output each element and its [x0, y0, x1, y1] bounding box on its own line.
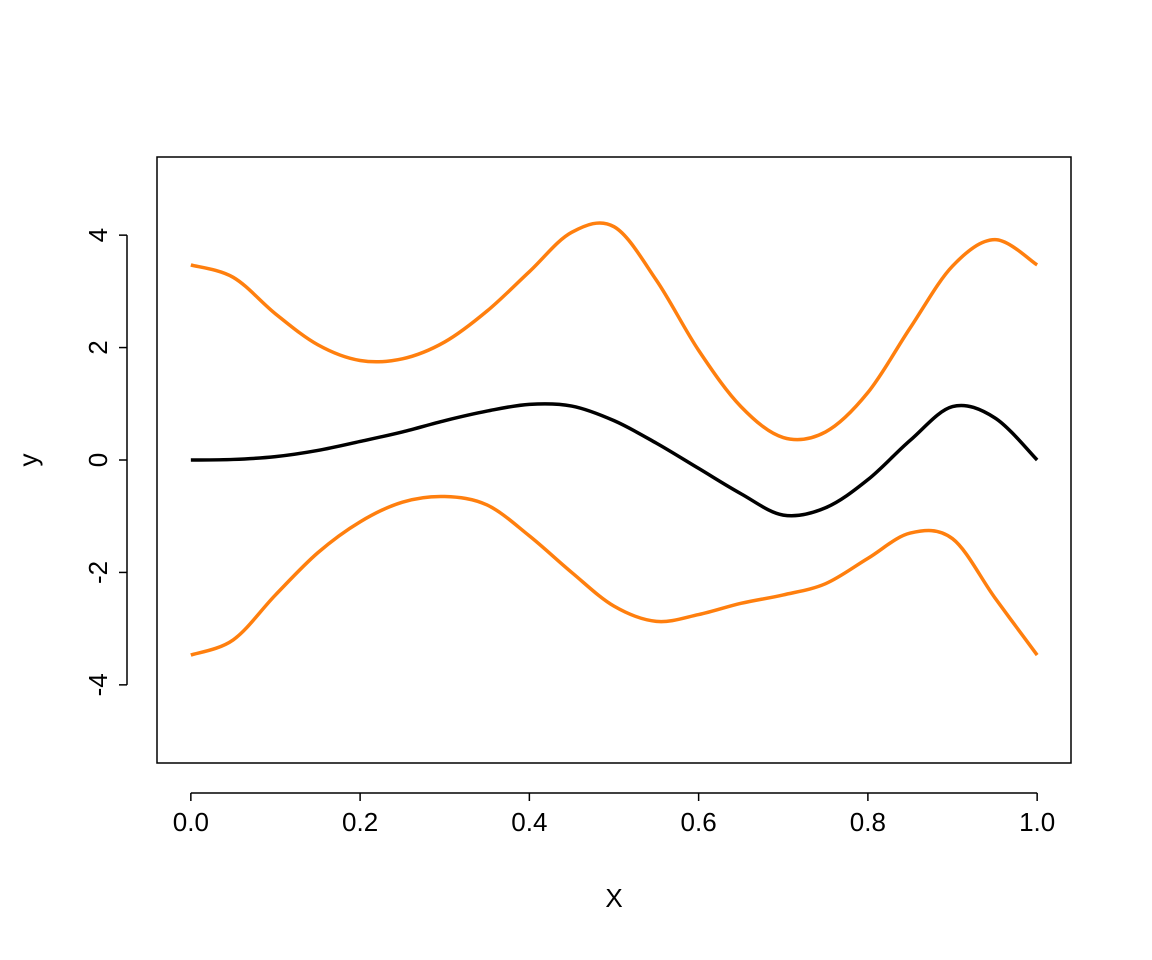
y-tick-label: 0	[83, 453, 113, 467]
x-tick-label: 0.6	[681, 807, 717, 837]
x-tick-label: 0.2	[342, 807, 378, 837]
y-tick-label: 2	[83, 340, 113, 354]
x-tick-label: 0.8	[850, 807, 886, 837]
series-line	[190, 402, 1039, 518]
y-tick-label: 4	[83, 228, 113, 242]
series-line	[190, 494, 1039, 657]
y-tick-label: -2	[83, 561, 113, 584]
x-tick-label: 0.4	[511, 807, 547, 837]
y-axis-label: y	[13, 454, 43, 467]
plot-box	[156, 156, 1072, 764]
x-tick-label: 0.0	[173, 807, 209, 837]
x-axis-label: X	[605, 883, 622, 913]
y-tick-label: -4	[83, 673, 113, 696]
series-line	[190, 221, 1039, 442]
x-tick-label: 1.0	[1019, 807, 1055, 837]
